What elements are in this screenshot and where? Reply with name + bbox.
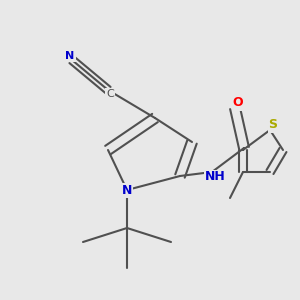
Text: N: N bbox=[65, 51, 75, 61]
Text: S: S bbox=[268, 118, 278, 131]
Text: O: O bbox=[233, 97, 243, 110]
Text: C: C bbox=[106, 89, 114, 99]
Text: NH: NH bbox=[205, 170, 225, 184]
Text: N: N bbox=[122, 184, 132, 196]
